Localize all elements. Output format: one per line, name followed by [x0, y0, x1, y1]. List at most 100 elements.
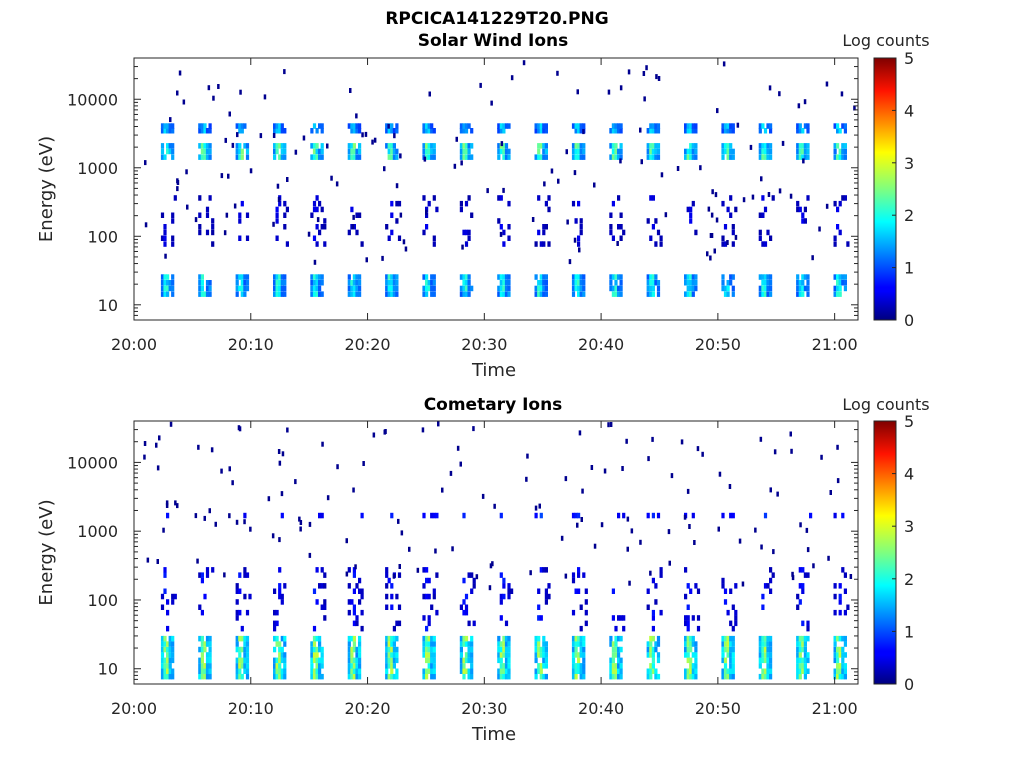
heatmap-cell [275, 609, 279, 616]
heatmap-cell [803, 218, 807, 224]
heatmap-cell [642, 71, 646, 76]
heatmap-cell [203, 646, 207, 653]
heatmap-cell [833, 609, 837, 616]
heatmap-cell [365, 257, 368, 263]
heatmap-cell [571, 641, 576, 647]
heatmap-cell [273, 646, 277, 653]
heatmap-cell [171, 673, 175, 680]
heatmap-cell [582, 291, 586, 297]
heatmap-cell [838, 285, 842, 292]
heatmap-cell [310, 657, 314, 664]
heatmap-cell [422, 274, 426, 280]
heatmap-cell [238, 148, 242, 155]
heatmap-cell [235, 123, 239, 129]
heatmap-cell [630, 528, 634, 534]
heatmap-cell [459, 154, 463, 160]
heatmap-cell [385, 641, 389, 647]
heatmap-cell [198, 224, 202, 230]
heatmap-cell [243, 646, 247, 653]
heatmap-cell [713, 248, 716, 254]
heatmap-cell [168, 635, 172, 642]
heatmap-cell [350, 123, 354, 129]
heatmap-cell [621, 466, 624, 471]
heatmap-cell [689, 641, 693, 647]
heatmap-cell [278, 460, 282, 466]
heatmap-cell [721, 673, 725, 680]
heatmap-cell [294, 149, 298, 155]
heatmap-cell [499, 512, 503, 519]
heatmap-cell [651, 195, 655, 201]
heatmap-cell [462, 229, 466, 236]
heatmap-cell [502, 673, 506, 680]
heatmap-cell [806, 148, 810, 155]
heatmap-cell [619, 123, 623, 129]
heatmap-cell [371, 139, 374, 145]
heatmap-cell [238, 635, 242, 642]
heatmap-cell [729, 148, 733, 155]
heatmap-cell [616, 241, 619, 246]
heatmap-cell [240, 280, 244, 286]
heatmap-cell [200, 123, 204, 129]
heatmap-cell [721, 635, 725, 642]
heatmap-cell [245, 668, 250, 674]
heatmap-cell [689, 128, 693, 134]
heatmap-cell [280, 673, 284, 680]
heatmap-cell [392, 573, 396, 579]
x-tick-label: 20:50 [695, 699, 741, 718]
heatmap-cell [710, 212, 714, 218]
heatmap-cell [397, 604, 402, 610]
heatmap-cell [235, 668, 239, 674]
heatmap-cell [571, 280, 576, 286]
heatmap-cell [459, 646, 463, 653]
heatmap-cell [833, 241, 837, 247]
heatmap-cell [766, 673, 770, 680]
heatmap-cell [275, 291, 279, 297]
colorbar-tick-label: 4 [904, 465, 914, 484]
heatmap-cell [358, 652, 362, 658]
heatmap-cell [387, 646, 391, 653]
heatmap-cell [796, 641, 800, 647]
heatmap-cell [723, 291, 728, 297]
heatmap-cell [801, 588, 805, 594]
heatmap-cell [560, 535, 564, 541]
heatmap-cell [578, 430, 582, 436]
heatmap-cell [171, 291, 175, 297]
heatmap-cell [160, 212, 165, 218]
heatmap-cell [397, 200, 402, 207]
heatmap-cell [238, 657, 242, 664]
heatmap-cell [796, 274, 800, 280]
heatmap-cell [355, 583, 359, 589]
heatmap-cell [654, 123, 658, 129]
heatmap-cell [283, 583, 287, 589]
heatmap-cell [166, 663, 170, 669]
heatmap-cell [659, 235, 663, 241]
heatmap-cell [803, 572, 807, 578]
heatmap-cell [843, 572, 847, 578]
heatmap-cell [796, 148, 800, 155]
heatmap-cell [243, 291, 247, 297]
heatmap-cell [395, 123, 399, 129]
heatmap-cell [803, 646, 807, 653]
heatmap-cell [721, 285, 725, 292]
heatmap-cell [574, 646, 578, 653]
heatmap-cell [245, 148, 250, 155]
heatmap-cell [243, 285, 247, 292]
heatmap-cell [387, 274, 391, 280]
heatmap-cell [694, 128, 698, 134]
heatmap-cell [525, 476, 528, 482]
heatmap-cell [160, 148, 165, 155]
heatmap-cell [577, 143, 581, 149]
heatmap-cell [614, 673, 618, 680]
heatmap-cell [542, 229, 546, 236]
heatmap-cell [235, 609, 239, 616]
heatmap-cell [796, 128, 800, 134]
heatmap-cell [387, 652, 391, 658]
heatmap-cell [318, 657, 322, 664]
heatmap-cell [736, 122, 740, 128]
heatmap-cell [729, 280, 733, 286]
heatmap-cell [689, 148, 693, 155]
plot-area [134, 421, 858, 684]
heatmap-cell [425, 635, 429, 642]
heatmap-cell [571, 285, 576, 292]
heatmap-cell [166, 128, 170, 134]
